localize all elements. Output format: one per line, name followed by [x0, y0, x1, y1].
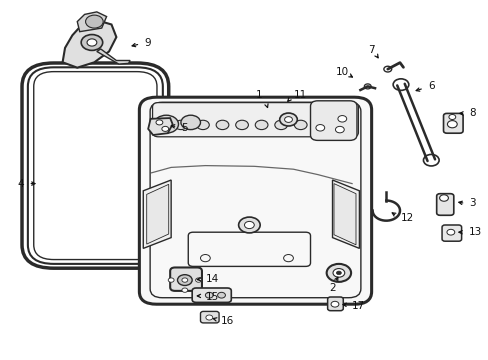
FancyBboxPatch shape	[170, 267, 202, 291]
Text: 2: 2	[328, 283, 335, 293]
Circle shape	[174, 120, 187, 130]
Circle shape	[182, 278, 187, 282]
Circle shape	[423, 154, 438, 166]
Circle shape	[332, 269, 344, 277]
Circle shape	[274, 120, 287, 130]
Text: 3: 3	[468, 198, 475, 208]
Circle shape	[160, 120, 172, 129]
Circle shape	[85, 15, 103, 28]
Circle shape	[392, 79, 408, 90]
Circle shape	[157, 120, 170, 130]
Circle shape	[168, 278, 174, 282]
Text: 12: 12	[400, 213, 413, 223]
Text: 8: 8	[468, 108, 475, 118]
Circle shape	[279, 113, 297, 126]
Circle shape	[196, 120, 209, 130]
Circle shape	[364, 84, 370, 89]
Text: 13: 13	[468, 227, 481, 237]
Polygon shape	[62, 20, 116, 68]
Circle shape	[335, 126, 344, 133]
Circle shape	[205, 292, 213, 298]
Circle shape	[217, 292, 225, 298]
Text: 10: 10	[335, 67, 348, 77]
FancyBboxPatch shape	[443, 113, 462, 133]
Circle shape	[294, 120, 306, 130]
Text: 5: 5	[181, 123, 187, 133]
Polygon shape	[332, 180, 359, 248]
Circle shape	[205, 315, 212, 320]
Circle shape	[238, 217, 260, 233]
Circle shape	[216, 120, 228, 130]
Circle shape	[181, 115, 200, 130]
Text: 1: 1	[255, 90, 262, 100]
Circle shape	[255, 120, 267, 130]
FancyBboxPatch shape	[436, 194, 453, 215]
Circle shape	[177, 275, 192, 285]
Polygon shape	[97, 49, 130, 64]
FancyBboxPatch shape	[139, 97, 371, 304]
FancyBboxPatch shape	[200, 311, 219, 323]
Circle shape	[182, 288, 187, 292]
Circle shape	[154, 115, 178, 133]
FancyBboxPatch shape	[327, 297, 343, 311]
Circle shape	[383, 66, 391, 72]
Circle shape	[87, 39, 97, 46]
Text: 4: 4	[18, 179, 24, 189]
Polygon shape	[146, 184, 168, 244]
FancyBboxPatch shape	[152, 103, 358, 137]
Polygon shape	[333, 184, 355, 245]
Text: 9: 9	[144, 38, 151, 48]
FancyBboxPatch shape	[192, 288, 231, 302]
Circle shape	[447, 121, 456, 128]
Circle shape	[284, 117, 292, 122]
Text: 16: 16	[221, 316, 234, 326]
Circle shape	[439, 195, 447, 201]
Text: 6: 6	[427, 81, 434, 91]
Circle shape	[326, 264, 350, 282]
Polygon shape	[143, 180, 171, 248]
Text: 17: 17	[351, 301, 365, 311]
Circle shape	[446, 229, 454, 235]
Circle shape	[81, 35, 102, 50]
Text: 15: 15	[205, 292, 218, 302]
Polygon shape	[148, 118, 172, 135]
Circle shape	[244, 221, 254, 229]
Circle shape	[336, 271, 341, 275]
Text: 11: 11	[293, 90, 306, 100]
Circle shape	[235, 120, 248, 130]
Polygon shape	[77, 12, 106, 32]
Circle shape	[156, 120, 163, 125]
Text: 7: 7	[367, 45, 374, 55]
FancyBboxPatch shape	[310, 101, 356, 140]
Circle shape	[195, 278, 201, 282]
Circle shape	[162, 126, 168, 131]
Circle shape	[337, 116, 346, 122]
Circle shape	[448, 114, 455, 120]
Circle shape	[315, 125, 324, 131]
FancyBboxPatch shape	[441, 225, 461, 241]
Circle shape	[330, 301, 338, 307]
Text: 14: 14	[205, 274, 218, 284]
